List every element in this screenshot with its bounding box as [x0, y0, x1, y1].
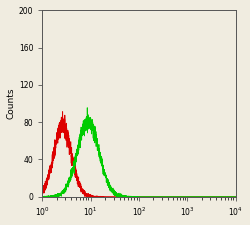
- Y-axis label: Counts: Counts: [7, 88, 16, 119]
